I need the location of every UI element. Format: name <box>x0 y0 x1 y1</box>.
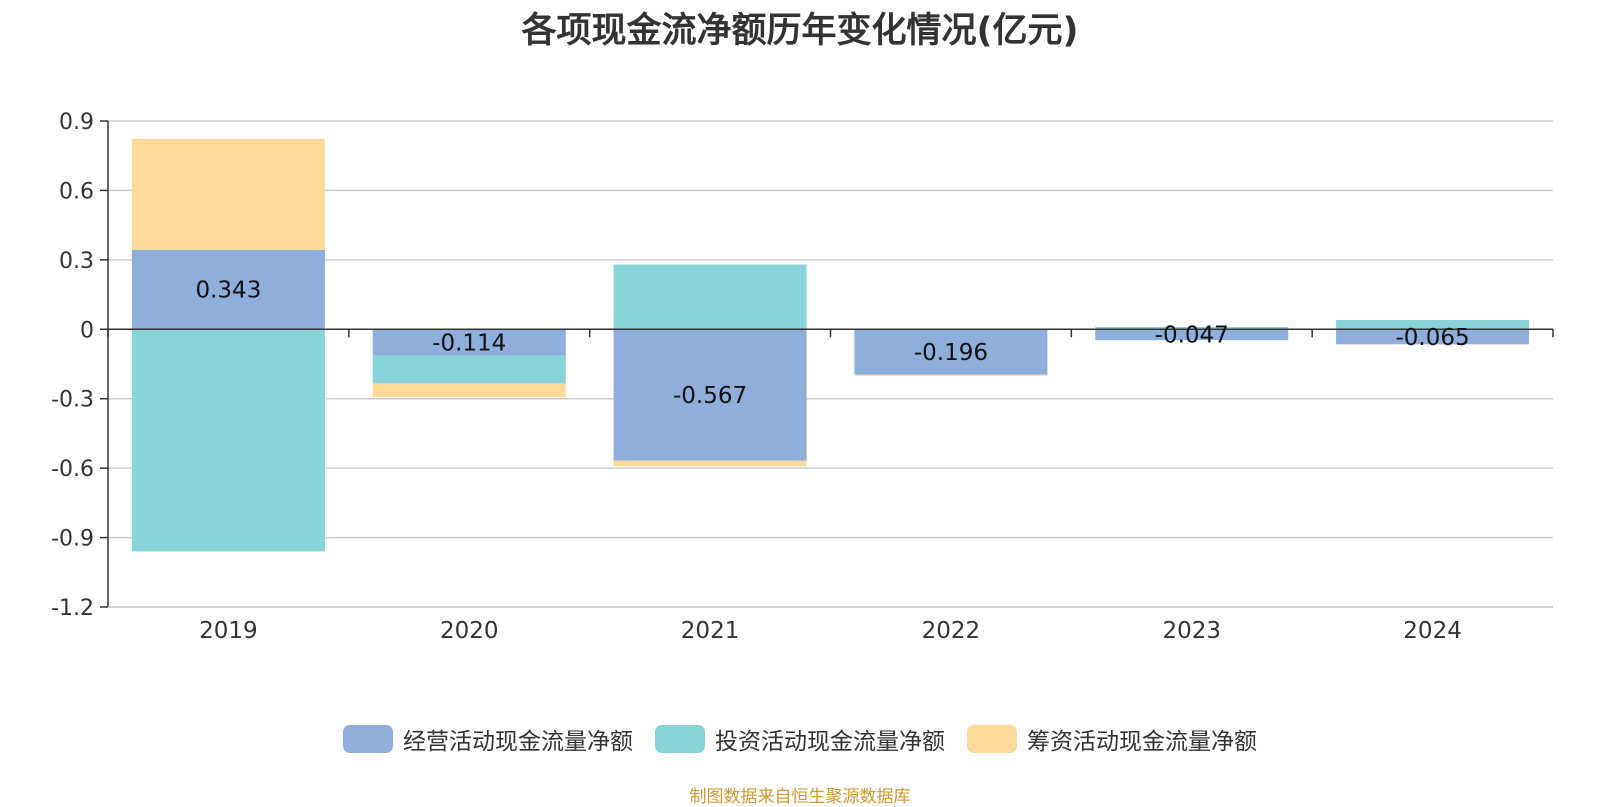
legend-label-financing: 筹资活动现金流量净额 <box>1027 729 1257 755</box>
source-note: 制图数据来自恒生聚源数据库 <box>689 787 911 807</box>
chart-title: 各项现金流净额历年变化情况(亿元) <box>521 11 1079 51</box>
legend-item-operating[interactable]: 经营活动现金流量净额 <box>343 722 633 756</box>
x-tick-label: 2023 <box>1162 618 1221 644</box>
bar-operating-2020 <box>372 329 566 356</box>
x-tick-label: 2020 <box>440 618 499 644</box>
legend-item-investing[interactable]: 投资活动现金流量净额 <box>655 722 945 756</box>
bar-investing-2023 <box>1095 326 1289 330</box>
bar-investing-2020 <box>372 355 566 384</box>
data-label: -0.065 <box>1396 325 1470 351</box>
x-tick-label: 2024 <box>1403 618 1462 644</box>
y-tick-label: -1.2 <box>51 596 94 621</box>
y-tick-label: 0 <box>80 318 94 343</box>
x-tick-label: 2019 <box>199 618 258 644</box>
data-label: -0.047 <box>1155 323 1229 349</box>
bar-operating-2024 <box>1336 329 1530 345</box>
bar-investing-2024 <box>1336 320 1530 330</box>
legend-label-operating: 经营活动现金流量净额 <box>403 729 633 755</box>
bar-financing-2020 <box>372 383 566 398</box>
legend-swatch-investing <box>655 725 705 753</box>
legend-item-financing[interactable]: 筹资活动现金流量净额 <box>967 722 1257 756</box>
legend-label-investing: 投资活动现金流量净额 <box>715 729 945 755</box>
x-tick-label: 2022 <box>922 618 981 644</box>
bar-operating-2021 <box>613 329 807 461</box>
y-tick-label: 0.9 <box>59 110 94 135</box>
bar-investing-2019 <box>131 329 325 552</box>
data-label: -0.567 <box>673 383 747 409</box>
bar-financing-2022 <box>854 374 1048 376</box>
data-label: 0.343 <box>195 278 261 304</box>
y-tick-label: -0.6 <box>51 457 94 482</box>
legend-swatch-operating <box>343 725 393 753</box>
y-tick-label: 0.3 <box>59 249 94 274</box>
bar-investing-2021 <box>613 264 807 330</box>
data-label: -0.114 <box>432 330 506 356</box>
y-tick-label: -0.3 <box>51 388 94 413</box>
data-label: -0.196 <box>914 340 988 366</box>
legend: 经营活动现金流量净额 投资活动现金流量净额 筹资活动现金流量净额 <box>0 722 1600 756</box>
legend-swatch-financing <box>967 725 1017 753</box>
bar-operating-2023 <box>1095 329 1289 341</box>
y-tick-label: 0.6 <box>59 179 94 204</box>
bar-operating-2022 <box>854 329 1048 375</box>
x-tick-label: 2021 <box>681 618 740 644</box>
bar-financing-2019 <box>131 138 325 250</box>
bar-operating-2019 <box>131 249 325 330</box>
y-tick-label: -0.9 <box>51 527 94 552</box>
bar-financing-2021 <box>613 460 807 467</box>
